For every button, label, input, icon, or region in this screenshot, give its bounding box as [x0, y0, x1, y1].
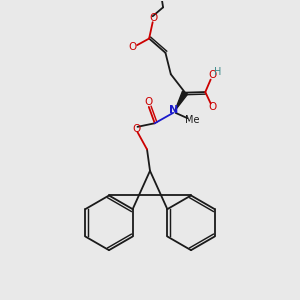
Text: O: O [208, 103, 216, 112]
Text: O: O [144, 98, 152, 107]
Text: O: O [133, 124, 141, 134]
Polygon shape [175, 91, 188, 111]
Text: N: N [169, 105, 179, 115]
Text: O: O [149, 13, 158, 23]
Text: O: O [129, 43, 137, 52]
Text: Me: Me [185, 115, 199, 125]
Text: O: O [208, 70, 216, 80]
Text: H: H [214, 67, 222, 77]
